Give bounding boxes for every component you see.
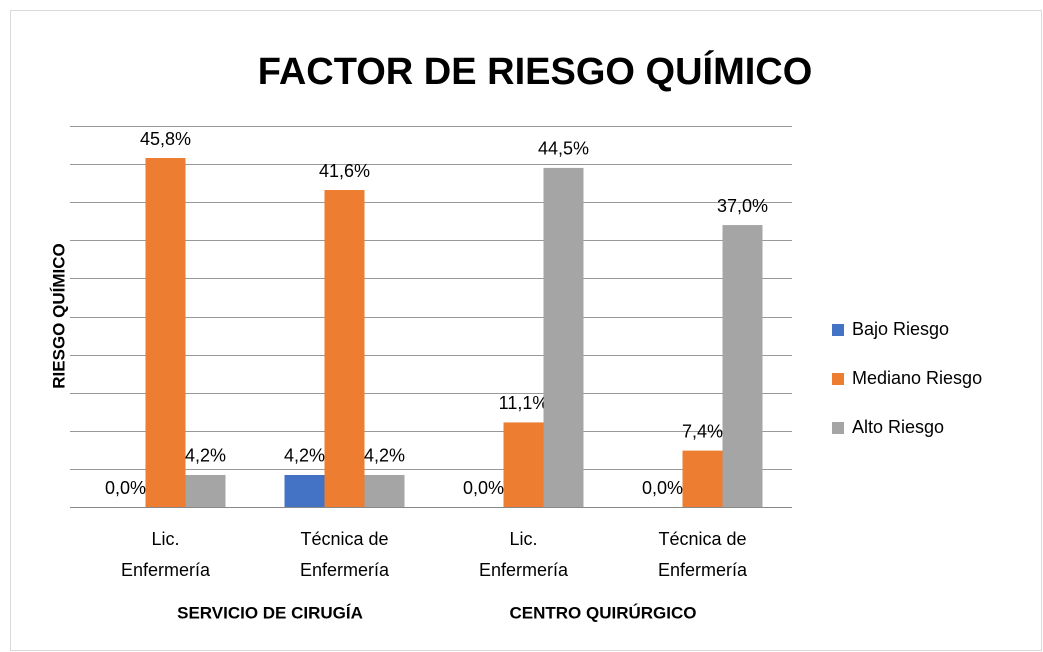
data-label: 0,0% (105, 478, 146, 498)
data-label: 11,1% (499, 393, 549, 413)
bar (185, 474, 226, 507)
x-tick-label: Enfermería (121, 560, 211, 580)
legend-swatch (832, 373, 844, 385)
x-tick-label: Enfermería (479, 560, 569, 580)
bar (503, 422, 544, 507)
data-label: 0,0% (642, 478, 683, 498)
data-label: 4,2% (284, 446, 325, 466)
x-tick-label: Técnica de (658, 529, 746, 549)
legend-label: Bajo Riesgo (852, 319, 949, 339)
data-label: 4,2% (364, 446, 405, 466)
bar (145, 158, 186, 507)
legend-swatch (832, 324, 844, 336)
bar (284, 474, 325, 507)
group-label: CENTRO QUIRÚRGICO (510, 603, 697, 622)
y-axis-title: RIESGO QUÍMICO (49, 243, 68, 388)
data-label: 37,0% (717, 196, 768, 216)
x-tick-label: Enfermería (658, 560, 748, 580)
bar (324, 190, 365, 507)
x-tick-label: Técnica de (300, 529, 388, 549)
legend-label: Mediano Riesgo (852, 368, 982, 388)
data-label: 45,8% (140, 129, 191, 149)
data-label: 44,5% (538, 139, 589, 159)
data-label: 41,6% (319, 161, 370, 181)
data-label: 7,4% (682, 421, 723, 441)
bar (722, 225, 763, 507)
bar (364, 474, 405, 507)
data-label: 0,0% (463, 478, 504, 498)
bar (682, 450, 723, 507)
legend-swatch (832, 422, 844, 434)
data-label: 4,2% (185, 446, 226, 466)
group-label: SERVICIO DE CIRUGÍA (177, 603, 363, 622)
bar (543, 167, 584, 507)
legend-label: Alto Riesgo (852, 417, 944, 437)
x-tick-label: Lic. (509, 529, 537, 549)
x-tick-label: Enfermería (300, 560, 390, 580)
chart-title: FACTOR DE RIESGO QUÍMICO (258, 49, 813, 93)
x-tick-label: Lic. (151, 529, 179, 549)
